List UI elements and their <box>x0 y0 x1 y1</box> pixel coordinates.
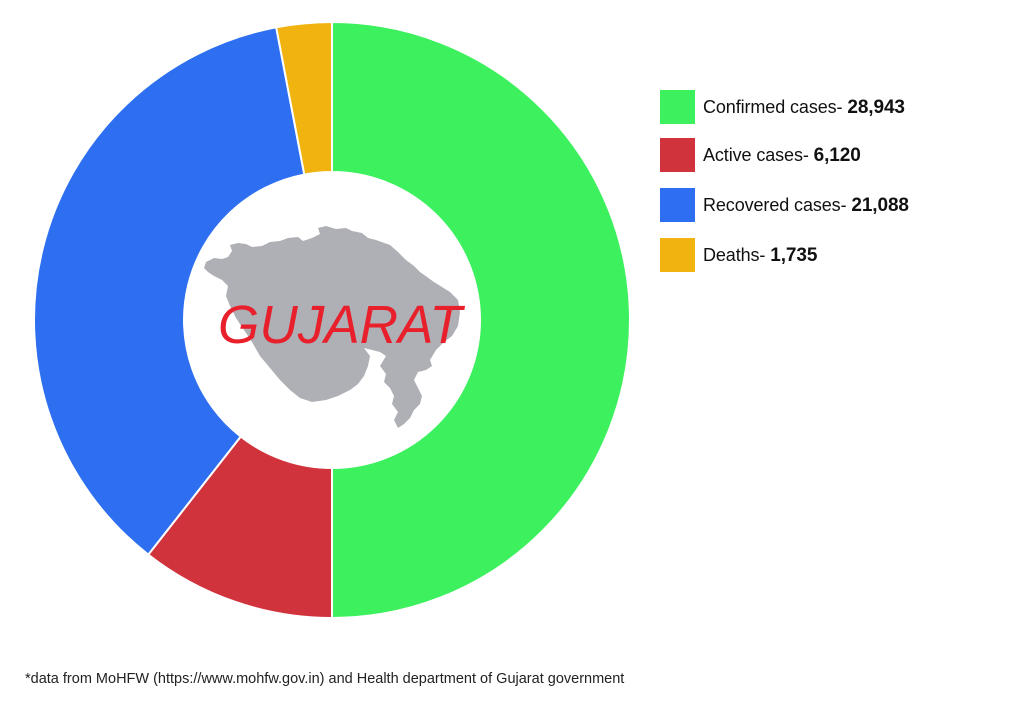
legend-label-confirmed: Confirmed cases- <box>703 96 848 117</box>
legend-swatch-deaths <box>660 238 695 272</box>
legend-item-confirmed: Confirmed cases- 28,943 <box>660 90 905 124</box>
legend-item-deaths: Deaths- 1,735 <box>660 238 817 272</box>
legend-value-active: 6,120 <box>813 144 861 166</box>
legend-swatch-recovered <box>660 188 695 222</box>
source-footnote: *data from MoHFW (https://www.mohfw.gov.… <box>25 671 625 687</box>
donut-slice-confirmed <box>331 20 631 620</box>
legend-swatch-active <box>660 138 695 172</box>
legend-item-active: Active cases- 6,120 <box>660 138 861 172</box>
donut-slice-recovered <box>33 26 306 557</box>
legend-label-active: Active cases- <box>703 144 814 165</box>
donut-slice-deaths <box>275 20 333 176</box>
legend-label-recovered: Recovered cases- <box>703 194 852 215</box>
gujarat-map-icon <box>204 226 460 428</box>
center-label: GUJARAT <box>218 295 466 355</box>
legend-value-confirmed: 28,943 <box>847 96 905 118</box>
legend-value-recovered: 21,088 <box>851 194 909 216</box>
legend-swatch-confirmed <box>660 90 695 124</box>
legend-value-deaths: 1,735 <box>770 244 818 266</box>
donut-slices <box>33 20 631 620</box>
legend-item-recovered: Recovered cases- 21,088 <box>660 188 909 222</box>
legend-label-deaths: Deaths- <box>703 244 771 265</box>
